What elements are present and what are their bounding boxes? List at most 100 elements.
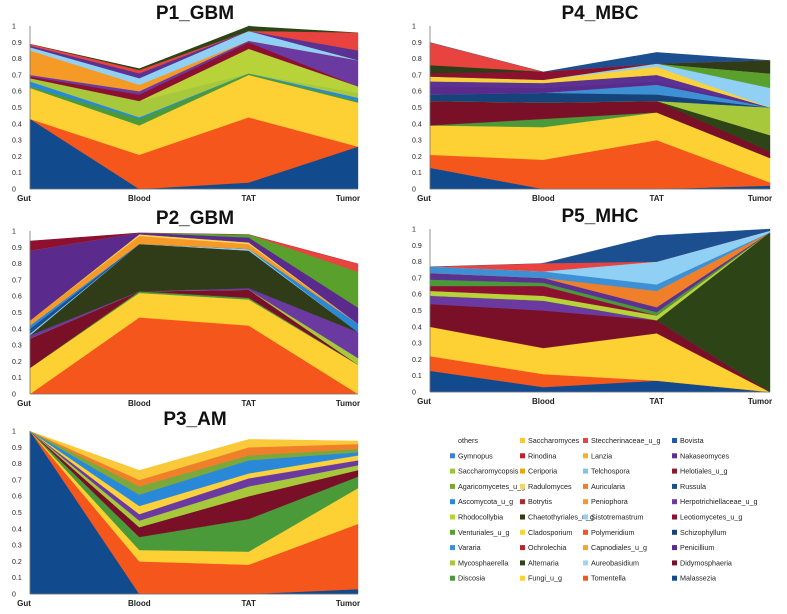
legend-swatch <box>672 499 677 505</box>
legend-swatch <box>450 545 455 551</box>
legend-item-fungi-u-g: Fungi_u_g <box>520 574 562 583</box>
legend-label: Leotiomycetes_u_g <box>680 513 742 522</box>
chart-title: P1_GBM <box>156 3 234 24</box>
y-tick-label: 1 <box>12 229 16 236</box>
y-tick-label: 0.3 <box>412 138 422 145</box>
legend-label: Herpotrichiellaceae_u_g <box>680 497 758 506</box>
legend-swatch <box>520 468 525 474</box>
y-tick-label: 0.1 <box>412 373 422 380</box>
y-tick-label: 0.8 <box>412 259 422 266</box>
y-tick-label: 0.8 <box>412 56 422 63</box>
legend-label: Ascomycota_u_g <box>458 497 513 506</box>
legend-label: Saccharomycopsis <box>458 467 519 476</box>
x-tick-label: Blood <box>128 599 151 608</box>
legend-item-alternaria: Alternaria <box>520 558 559 567</box>
x-tick-label: Blood <box>532 194 555 203</box>
legend-item-saccharomyces: Saccharomyces <box>520 436 580 445</box>
legend-item-steccherinaceae-u-g: Steccherinaceae_u_g <box>583 436 661 445</box>
y-tick-label: 0 <box>12 392 16 399</box>
legend-item-radulomyces: Radulomyces <box>520 482 572 491</box>
legend-item-nakaseomyces: Nakaseomyces <box>672 451 730 460</box>
legend-label: Lanzia <box>591 451 612 460</box>
chart-title: P3_AM <box>163 409 226 430</box>
legend-swatch <box>450 483 455 489</box>
legend-swatch <box>583 453 588 459</box>
legend-swatch <box>583 560 588 566</box>
legend-label: Helotiales_u_g <box>680 467 728 476</box>
legend-item-discosia: Discosia <box>450 574 485 583</box>
y-tick-label: 0.7 <box>12 72 22 79</box>
legend-swatch <box>450 468 455 474</box>
legend-label: Bovista <box>680 436 704 445</box>
legend-swatch <box>672 483 677 489</box>
y-tick-label: 1 <box>412 227 416 234</box>
legend-item-malassezia: Malassezia <box>672 574 716 583</box>
x-tick-label: TAT <box>649 397 663 406</box>
legend-label: Nakaseomyces <box>680 451 730 460</box>
legend-label: Mycosphaerella <box>458 558 508 567</box>
chart-p3-am: 0 0.1 0.2 0.3 0.4 0.5 0.6 0.7 0.8 0.9 1 Gut Blood TAT… <box>12 409 360 608</box>
area-others <box>30 26 358 69</box>
y-tick-label: 0.4 <box>412 324 422 331</box>
legend-item-vararia: Vararia <box>450 543 481 552</box>
x-tick-label: Tumor <box>336 194 360 203</box>
y-tick-label: 0.5 <box>12 510 22 517</box>
legend-item-rhodocollybia: Rhodocollybia <box>450 513 503 522</box>
y-tick-label: 0 <box>412 390 416 397</box>
y-tick-label: 0.4 <box>412 121 422 128</box>
legend-item-agaricomycetes-u-g: Agaricomycetes_u_g <box>450 482 525 491</box>
legend-swatch <box>450 575 455 581</box>
legend-item-russula: Russula <box>672 482 706 491</box>
legend-label: Telchospora <box>591 467 630 476</box>
legend-swatch <box>520 560 525 566</box>
legend-label: Chaetothyriales_u_g <box>528 513 594 522</box>
legend-label: Agaricomycetes_u_g <box>458 482 525 491</box>
y-tick-label: 0.4 <box>12 326 22 333</box>
legend-item-polymeridium: Polymeridium <box>583 528 635 537</box>
legend-swatch <box>672 560 677 566</box>
y-tick-label: 0.1 <box>412 170 422 177</box>
legend-label: Gymnopus <box>458 451 493 460</box>
legend-swatch <box>672 575 677 581</box>
legend-item-botrytis: Botrytis <box>520 497 552 506</box>
legend-item-ochrolechia: Ochrolechia <box>520 543 566 552</box>
area-others <box>430 229 770 267</box>
legend-item-lanzia: Lanzia <box>583 451 612 460</box>
y-tick-label: 1 <box>12 429 16 436</box>
x-tick-label: Gut <box>417 194 431 203</box>
area-russula <box>429 228 771 267</box>
legend-swatch <box>450 453 455 459</box>
legend-label: Malassezia <box>680 574 716 583</box>
y-tick-label: 0.8 <box>12 261 22 268</box>
x-tick-label: Gut <box>17 599 31 608</box>
legend-swatch <box>450 499 455 505</box>
legend-label: Fungi_u_g <box>528 574 562 583</box>
x-tick-label: Tumor <box>748 194 772 203</box>
y-tick-label: 0.9 <box>412 243 422 250</box>
y-tick-label: 0.1 <box>12 375 22 382</box>
legend-swatch <box>520 499 525 505</box>
legend-item-tomentella: Tomentella <box>583 574 626 583</box>
legend-item-schizophyllum: Schizophyllum <box>672 528 726 537</box>
x-tick-label: Blood <box>532 397 555 406</box>
y-tick-label: 0.2 <box>412 357 422 364</box>
legend-label: Auricularia <box>591 482 625 491</box>
legend-label: Sistotremastrum <box>591 513 643 522</box>
area-others <box>30 431 358 471</box>
legend: others Gymnopus Saccharomycopsis Agaricomyc… <box>450 436 758 583</box>
legend-label: Botrytis <box>528 497 552 506</box>
legend-item-others: others <box>450 436 478 445</box>
x-tick-label: Gut <box>417 397 431 406</box>
y-tick-label: 0.4 <box>12 526 22 533</box>
legend-swatch <box>672 545 677 551</box>
legend-label: Vararia <box>458 543 481 552</box>
y-tick-label: 0.8 <box>12 56 22 63</box>
legend-label: Capnodiales_u_g <box>591 543 647 552</box>
legend-label: Radulomyces <box>528 482 572 491</box>
chart-p1-gbm: 0 0.1 0.2 0.3 0.4 0.5 0.6 0.7 0.8 0.9 1 Gut Blood TAT… <box>12 3 360 203</box>
x-tick-label: TAT <box>241 399 255 408</box>
area-saccharomyces <box>29 430 359 481</box>
legend-swatch <box>520 438 525 443</box>
legend-swatch <box>520 453 525 459</box>
